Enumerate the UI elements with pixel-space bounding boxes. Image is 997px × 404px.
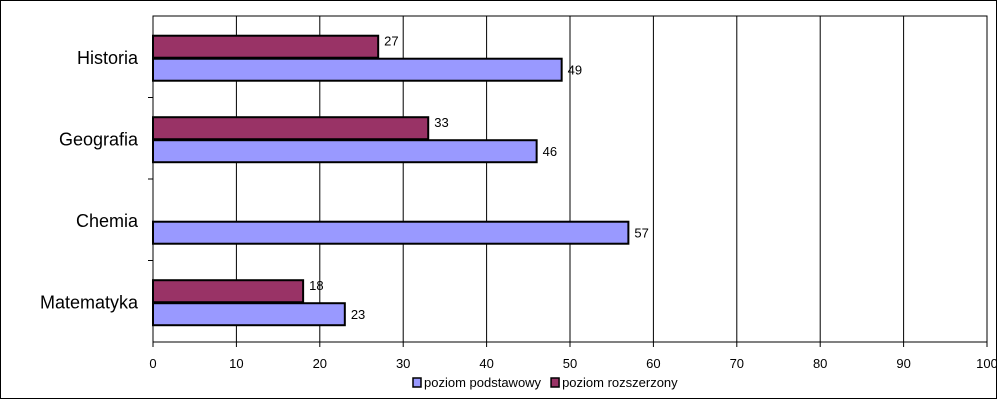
data-label: 18	[309, 278, 323, 293]
category-label: Geografia	[59, 130, 139, 150]
x-tick-label: 60	[646, 356, 660, 371]
data-labels: 49 27 46 33 57 23 18	[309, 34, 649, 323]
axes: 0 10 20 30 40 50 60 70 80 90 100 Historia Geografia C…	[40, 48, 997, 371]
category-label: Chemia	[76, 211, 139, 231]
legend-label: poziom podstawowy	[424, 375, 542, 390]
data-label: 33	[434, 115, 448, 130]
legend-swatch	[550, 377, 560, 388]
x-tick-label: 80	[813, 356, 827, 371]
bar-poziom-podstawowy	[152, 57, 563, 82]
data-label: 49	[568, 63, 582, 78]
bar-poziom-rozszerzony	[152, 116, 430, 141]
bar-poziom-podstawowy	[152, 220, 630, 245]
x-tick-label: 70	[730, 356, 744, 371]
x-tick-label: 90	[896, 356, 910, 371]
category-label: Historia	[77, 48, 139, 68]
data-label: 23	[351, 307, 365, 322]
x-tick-label: 20	[313, 356, 327, 371]
legend-swatch	[412, 377, 422, 388]
x-tick-label: 100	[976, 356, 997, 371]
legend: poziom podstawowy poziom rozszerzony	[412, 375, 678, 390]
x-tick-label: 50	[563, 356, 577, 371]
x-tick-label: 0	[149, 356, 156, 371]
data-label: 57	[634, 226, 648, 241]
x-tick-label: 40	[479, 356, 493, 371]
bar-poziom-rozszerzony	[152, 34, 380, 59]
bar-poziom-podstawowy	[152, 302, 346, 327]
data-label: 46	[543, 144, 557, 159]
category-label: Matematyka	[40, 293, 139, 313]
data-label: 27	[384, 34, 398, 49]
x-tick-label: 10	[229, 356, 243, 371]
bar-poziom-rozszerzony	[152, 279, 305, 304]
legend-label: poziom rozszerzony	[562, 375, 678, 390]
bar-poziom-podstawowy	[152, 139, 538, 164]
bars	[152, 34, 630, 327]
grid-lines	[235, 16, 988, 342]
x-tick-label: 30	[396, 356, 410, 371]
